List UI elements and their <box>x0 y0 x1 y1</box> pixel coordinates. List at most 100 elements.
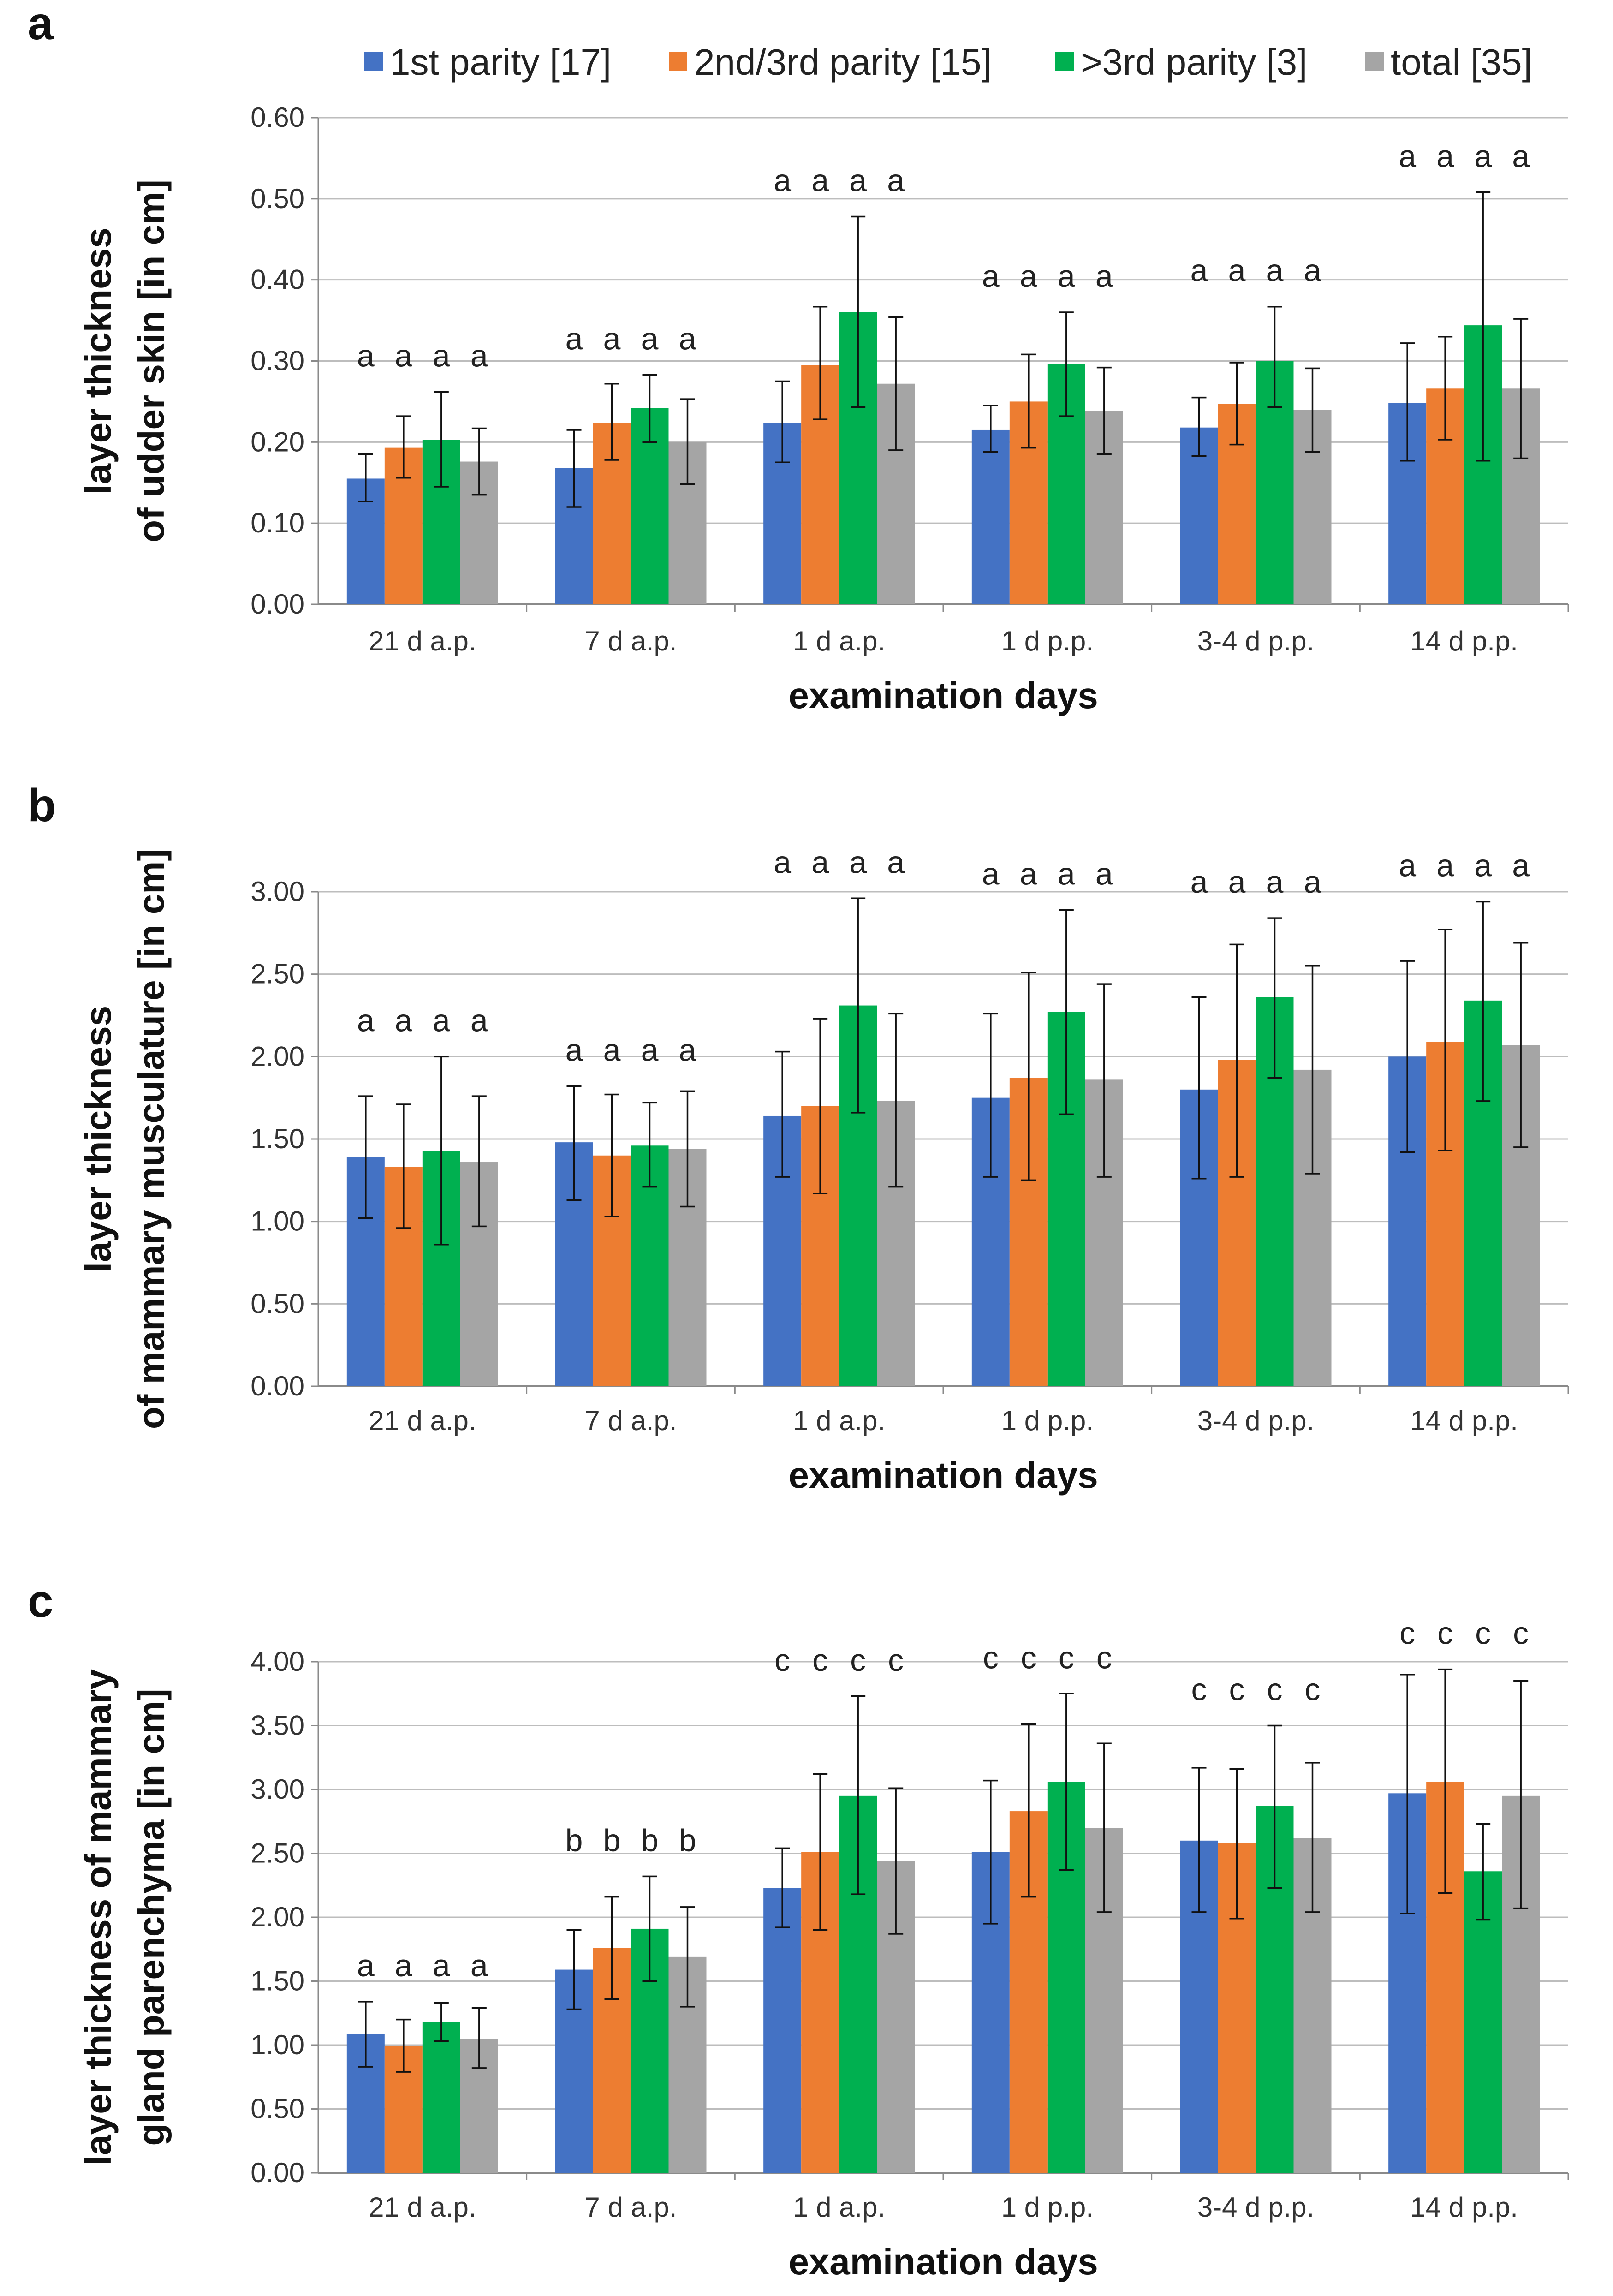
significance-letter: a <box>1474 139 1492 174</box>
bar-1st-parity-17-1-d-p-p <box>971 429 1010 604</box>
significance-letter: a <box>1058 259 1075 294</box>
y-axis-label-line-1: layer thickness <box>77 227 119 494</box>
significance-letter: c <box>1513 1616 1529 1651</box>
y-tick-label: 0.00 <box>250 1371 304 1401</box>
significance-letter: a <box>470 338 488 373</box>
y-axis-label-line-2: of udder skin [in cm] <box>131 179 172 543</box>
legend: 1st parity [17] 2nd/3rd parity [15] >3rd… <box>364 42 1532 83</box>
significance-letter: a <box>1228 865 1246 900</box>
y-tick-label: 0.20 <box>250 426 304 457</box>
significance-letter: c <box>850 1643 866 1678</box>
significance-letter: b <box>641 1823 659 1858</box>
significance-letter: a <box>1399 848 1416 883</box>
significance-letter: a <box>470 1003 488 1038</box>
chart-panel-c: c 0.00 0.50 1.00 1.50 2.00 2.50 3.00 3.50 4.00 lay… <box>28 1575 1569 2282</box>
significance-letter: a <box>395 1948 412 1983</box>
x-tick-label-7-d-a-p: 7 d a.p. <box>584 626 677 656</box>
significance-letter: a <box>470 1948 488 1983</box>
significance-letter: a <box>1436 848 1454 883</box>
x-axis-label: examination days <box>788 675 1098 716</box>
chart-panel-a: a 0.00 0.10 0.20 0.30 0.40 0.50 0.60 layer thick… <box>28 0 1569 716</box>
significance-letter: a <box>982 856 1000 891</box>
significance-letter: a <box>887 845 905 880</box>
x-tick-label-21-d-a-p: 21 d a.p. <box>369 1405 476 1436</box>
y-tick-label: 0.30 <box>250 346 304 376</box>
y-tick-label: 0.10 <box>250 507 304 538</box>
x-tick-label-7-d-a-p: 7 d a.p. <box>584 2192 677 2223</box>
legend-label-gt3rd-parity: >3rd parity [3] <box>1081 42 1307 83</box>
significance-letter: a <box>1399 139 1416 174</box>
chart-panel-b: b 0.00 0.50 1.00 1.50 2.00 2.50 3.00 layer thick… <box>28 780 1569 1496</box>
y-tick-label: 2.50 <box>250 959 304 990</box>
bar-3rd-parity-3-14-d-p-p <box>1464 1871 1502 2173</box>
significance-letter: a <box>395 1003 412 1038</box>
y-tick-label: 1.00 <box>250 1206 304 1237</box>
bar-1st-parity-17-3-4-d-p-p <box>1180 427 1218 604</box>
y-tick-label: 1.50 <box>250 1123 304 1154</box>
significance-letter: a <box>357 1948 375 1983</box>
y-tick-label: 0.00 <box>250 2157 304 2188</box>
legend-label-1st-parity: 1st parity [17] <box>390 42 611 83</box>
x-axis-label: examination days <box>788 1455 1098 1496</box>
y-axis-label-line-1: layer thickness of mammary <box>77 1669 119 2165</box>
legend-item-2nd-3rd-parity: 2nd/3rd parity [15] <box>669 42 992 83</box>
significance-letter: c <box>1399 1616 1415 1651</box>
panel-letter-a: a <box>28 0 54 49</box>
significance-letter: c <box>774 1643 790 1678</box>
y-tick-label: 0.50 <box>250 2093 304 2124</box>
significance-letter: c <box>1305 1672 1321 1707</box>
x-tick-label-14-d-p-p: 14 d p.p. <box>1410 626 1518 656</box>
legend-label-2nd-3rd-parity: 2nd/3rd parity [15] <box>694 42 992 83</box>
panel-letter-b: b <box>28 780 56 831</box>
significance-letter: c <box>1229 1672 1245 1707</box>
x-tick-label-1-d-a-p: 1 d a.p. <box>793 626 885 656</box>
significance-letter: a <box>395 338 412 373</box>
legend-swatch-1st-parity <box>364 52 383 71</box>
significance-letter: a <box>357 1003 375 1038</box>
y-axis-label-line-1: layer thickness <box>77 1006 119 1272</box>
significance-letter: c <box>812 1643 828 1678</box>
legend-item-gt3rd-parity: >3rd parity [3] <box>1055 42 1307 83</box>
significance-letter: a <box>1190 253 1208 288</box>
x-tick-label-7-d-a-p: 7 d a.p. <box>584 1405 677 1436</box>
bar-3rd-parity-3-21-d-a-p <box>422 2022 460 2173</box>
y-tick-label: 0.50 <box>250 1288 304 1319</box>
significance-letter: a <box>887 163 905 198</box>
significance-letter: a <box>433 1948 450 1983</box>
y-axis-label-line-2: gland parenchyma [in cm] <box>131 1688 172 2146</box>
x-axis-label: examination days <box>788 2241 1098 2282</box>
significance-letter: c <box>983 1640 999 1675</box>
significance-letter: a <box>774 163 791 198</box>
y-tick-label: 2.00 <box>250 1902 304 1932</box>
x-tick-label-14-d-p-p: 14 d p.p. <box>1410 2192 1518 2223</box>
y-tick-label: 2.50 <box>250 1838 304 1869</box>
y-tick-label: 4.00 <box>250 1646 304 1677</box>
x-tick-label-3-4-d-p-p: 3-4 d p.p. <box>1197 2192 1315 2223</box>
x-tick-label-1-d-p-p: 1 d p.p. <box>1001 2192 1094 2223</box>
bar-1st-parity-17-1-d-a-p <box>763 1888 802 2173</box>
significance-letter: a <box>811 845 829 880</box>
x-tick-label-21-d-a-p: 21 d a.p. <box>369 626 476 656</box>
y-tick-label: 3.00 <box>250 1774 304 1805</box>
x-tick-label-1-d-a-p: 1 d a.p. <box>793 2192 885 2223</box>
significance-letter: a <box>679 1033 696 1068</box>
significance-letter: a <box>1512 139 1530 174</box>
legend-label-total: total [35] <box>1391 42 1532 83</box>
significance-letter: a <box>1304 865 1321 900</box>
significance-letter: a <box>1020 856 1037 891</box>
x-tick-label-3-4-d-p-p: 3-4 d p.p. <box>1197 1405 1315 1436</box>
significance-letter: c <box>888 1643 904 1678</box>
y-tick-label: 1.00 <box>250 2029 304 2060</box>
significance-letter: b <box>679 1823 696 1858</box>
significance-letter: a <box>1266 253 1284 288</box>
significance-letter: a <box>1058 856 1075 891</box>
significance-letter: a <box>1436 139 1454 174</box>
significance-letter: a <box>1512 848 1530 883</box>
significance-letter: a <box>1190 865 1208 900</box>
significance-letter: a <box>433 338 450 373</box>
significance-letter: a <box>811 163 829 198</box>
significance-letter: c <box>1267 1672 1283 1707</box>
significance-letter: a <box>1095 856 1113 891</box>
significance-letter: a <box>565 321 583 356</box>
